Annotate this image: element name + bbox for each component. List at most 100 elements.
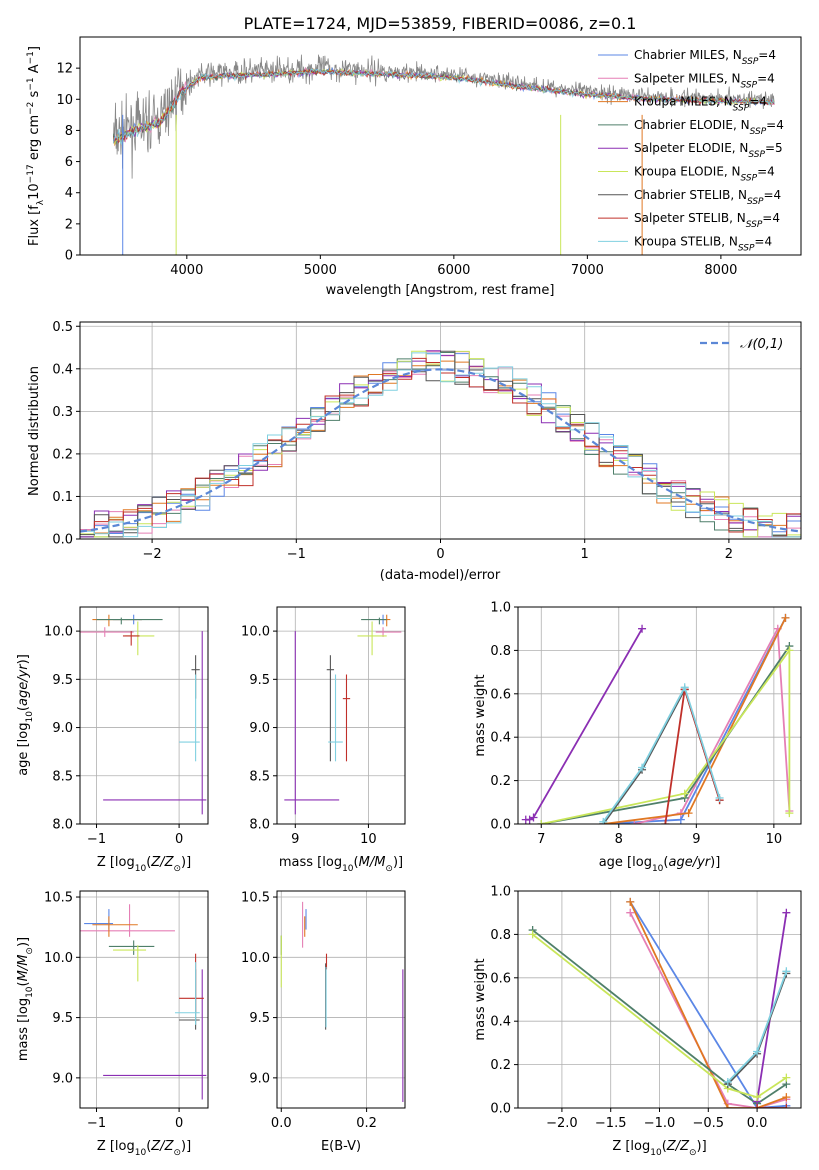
series-line bbox=[629, 901, 787, 1108]
series-marker bbox=[782, 908, 791, 917]
gridlines bbox=[80, 891, 208, 1108]
x-tick-label: 4000 bbox=[170, 263, 203, 278]
x-tick-label: 1 bbox=[581, 547, 589, 562]
series-marker bbox=[785, 809, 794, 818]
weight-series bbox=[630, 624, 794, 824]
x-tick-label: 0.2 bbox=[356, 1116, 377, 1131]
errorbar-point bbox=[108, 940, 155, 955]
weight-series bbox=[753, 908, 791, 1106]
series-line bbox=[634, 625, 791, 824]
weight-series bbox=[599, 685, 724, 824]
errorbar-point bbox=[92, 614, 142, 627]
y-axis-label: age [log10(age/yr)] bbox=[16, 654, 35, 776]
x-tick-label: 2 bbox=[725, 547, 733, 562]
errorbar-point bbox=[179, 674, 200, 762]
series-marker bbox=[638, 624, 647, 633]
x-tick-label: −1 bbox=[87, 832, 106, 847]
x-tick-label: 0 bbox=[175, 1116, 183, 1131]
series-marker bbox=[753, 1104, 762, 1108]
y-tick-label: 9.0 bbox=[52, 721, 73, 736]
y-tick-label: 10.0 bbox=[44, 951, 73, 966]
y-tick-label: 0.8 bbox=[490, 644, 511, 659]
x-tick-label: 8 bbox=[615, 832, 623, 847]
axes-frame bbox=[79, 36, 802, 256]
series-marker bbox=[781, 613, 790, 622]
y-tick-label: 9.0 bbox=[249, 1071, 270, 1086]
x-axis-label: age [log10(age/yr)] bbox=[599, 855, 721, 874]
legend-entry: Chabrier STELIB, NSSP=4 bbox=[634, 188, 781, 207]
y-tick-label: 12 bbox=[56, 62, 73, 77]
series-marker bbox=[599, 817, 608, 824]
x-tick-label: 9 bbox=[291, 832, 299, 847]
series-marker bbox=[782, 1073, 791, 1082]
errorbar-point bbox=[80, 627, 134, 637]
y-tick-label: 8.0 bbox=[52, 818, 73, 833]
x-tick-label: 0.0 bbox=[271, 1116, 292, 1131]
legend-entry: Chabrier MILES, NSSP=4 bbox=[634, 48, 776, 67]
series-marker bbox=[680, 789, 689, 798]
y-tick-label: 0.1 bbox=[52, 490, 73, 505]
y-tick-label: 1.0 bbox=[490, 885, 511, 900]
series-marker bbox=[723, 1104, 732, 1108]
axes-spectrum: 4000 5000 6000 7000 8000 0 2 4 6 8 10 12 Chabrier MI… bbox=[26, 36, 802, 298]
plot-area bbox=[521, 613, 794, 824]
y-axis-label: mass weight bbox=[473, 958, 488, 1040]
x-tick-label: 0 bbox=[436, 547, 444, 562]
errorbar-point bbox=[103, 969, 207, 1100]
errorbar-point bbox=[342, 674, 351, 762]
y-tick-label: 0 bbox=[65, 249, 73, 264]
y-tick-label: 8.5 bbox=[52, 769, 73, 784]
y-tick-label: 0.2 bbox=[490, 774, 511, 789]
y-tick-label: 9.5 bbox=[249, 673, 270, 688]
errorbar-point bbox=[361, 617, 387, 625]
legend-entry: Salpeter STELIB, NSSP=4 bbox=[634, 211, 780, 230]
x-tick-label: 9 bbox=[692, 832, 700, 847]
series-line bbox=[532, 929, 787, 1105]
errorbar-point bbox=[179, 969, 200, 1030]
y-tick-label: 4 bbox=[65, 186, 73, 201]
axes-frame bbox=[79, 606, 209, 825]
weight-series bbox=[537, 642, 794, 824]
y-tick-label: 9.5 bbox=[52, 1011, 73, 1026]
y-tick-label: 0.6 bbox=[490, 971, 511, 986]
weight-series bbox=[723, 967, 791, 1086]
series-marker bbox=[626, 908, 635, 917]
x-axis-label: mass [log10(M/M⊙)] bbox=[279, 855, 403, 874]
axes-massweight-vs-age: 7 8 9 10 0.0 0.2 0.4 0.6 0.8 1.0 age [log10(age/yr… bbox=[473, 601, 802, 874]
series-marker bbox=[630, 820, 639, 824]
plot-area bbox=[528, 897, 791, 1108]
x-axis-label: (data-model)/error bbox=[380, 568, 501, 583]
plot-area bbox=[112, 54, 775, 255]
x-tick-label: 10 bbox=[360, 832, 377, 847]
gridlines bbox=[277, 891, 405, 1108]
x-axis-label: Z [log10(Z/Z⊙)] bbox=[97, 1139, 191, 1158]
errorbar-point bbox=[326, 655, 335, 762]
series-marker bbox=[715, 793, 724, 802]
errorbar-point bbox=[103, 631, 207, 815]
series-marker bbox=[529, 813, 538, 822]
y-axis-label: Normed distribution bbox=[27, 366, 42, 496]
y-tick-label: 6 bbox=[65, 155, 73, 170]
x-tick-label: −1 bbox=[87, 1116, 106, 1131]
y-tick-label: 10.5 bbox=[44, 891, 73, 906]
axes-frame bbox=[276, 606, 406, 825]
y-tick-label: 0.3 bbox=[52, 405, 73, 420]
model-spectrum-line bbox=[112, 68, 775, 146]
errorbar-point bbox=[80, 904, 175, 937]
series-line bbox=[532, 933, 787, 1099]
series-marker bbox=[753, 1093, 762, 1102]
y-tick-label: 0.0 bbox=[490, 818, 511, 833]
series-marker bbox=[638, 763, 647, 772]
legend-entry: 𝒩(0,1) bbox=[740, 337, 783, 352]
y-axis-label: Flux [fλ10−17 erg cm−2 s−1 A−1] bbox=[26, 46, 46, 246]
errorbar-point bbox=[383, 614, 391, 627]
y-tick-label: 10.0 bbox=[44, 625, 73, 640]
y-tick-label: 10.5 bbox=[241, 891, 270, 906]
legend-entry: Salpeter ELODIE, NSSP=5 bbox=[634, 141, 783, 160]
errorbar-point bbox=[328, 674, 343, 762]
errorbar-point bbox=[179, 953, 204, 1013]
errorbar-point bbox=[375, 627, 402, 637]
x-tick-label: −0.5 bbox=[693, 1116, 725, 1131]
gridlines bbox=[277, 607, 405, 825]
